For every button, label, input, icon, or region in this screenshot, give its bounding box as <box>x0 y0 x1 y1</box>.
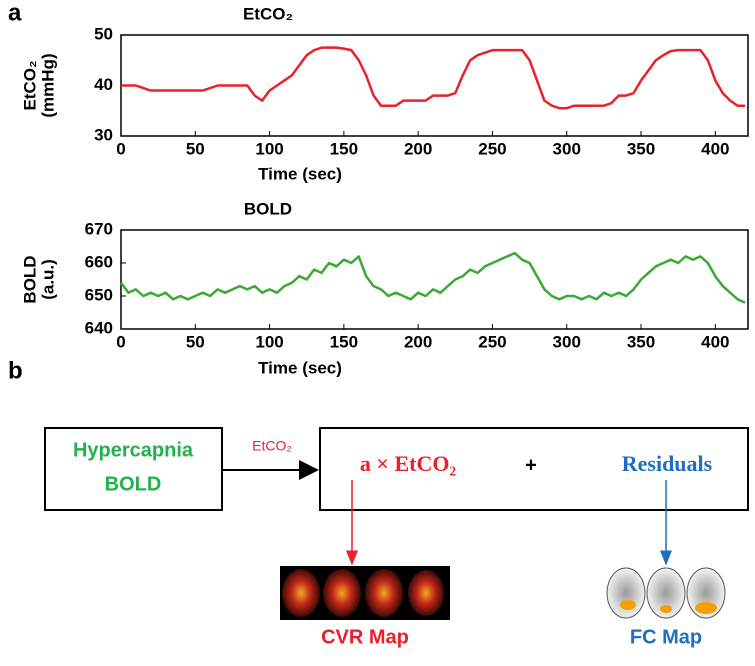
y-axis-label: (a.u.) <box>38 259 57 300</box>
x-tick-label: 0 <box>116 332 125 351</box>
panel-label: a <box>8 0 22 26</box>
x-tick-label: 0 <box>116 139 125 158</box>
chart-title: BOLD <box>244 199 292 218</box>
map-label: FC Map <box>630 626 702 648</box>
x-tick-label: 400 <box>701 332 729 351</box>
input-label: BOLD <box>105 473 162 495</box>
plot-frame <box>120 229 749 330</box>
y-axis-label: EtCO₂ <box>20 60 39 110</box>
data-line <box>121 46 746 110</box>
cvr-map <box>280 566 450 620</box>
y-tick-label: 660 <box>85 252 113 271</box>
input-label: Hypercapnia <box>73 439 194 461</box>
map-label: CVR Map <box>321 626 409 648</box>
plus: + <box>525 454 537 476</box>
x-tick-label: 400 <box>701 139 729 158</box>
x-tick-label: 100 <box>255 332 283 351</box>
x-tick-label: 350 <box>627 332 655 351</box>
x-tick-label: 300 <box>553 332 581 351</box>
y-tick-label: 670 <box>85 219 113 238</box>
x-tick-label: 250 <box>478 332 506 351</box>
chart-title: EtCO₂ <box>243 4 293 23</box>
term: a × EtCO₂ <box>360 451 457 476</box>
x-tick-label: 200 <box>404 139 432 158</box>
diagram: Hypercapnia BOLD EtCO₂ a × EtCO₂ + Resid… <box>44 427 749 648</box>
y-tick-label: 40 <box>94 75 113 94</box>
y-tick-label: 650 <box>85 285 113 304</box>
x-axis-label: Time (sec) <box>258 358 342 377</box>
y-tick-label: 640 <box>85 318 113 337</box>
x-tick-label: 50 <box>186 332 205 351</box>
y-axis-label: BOLD <box>20 255 39 303</box>
x-tick-label: 200 <box>404 332 432 351</box>
x-tick-label: 250 <box>478 139 506 158</box>
x-tick-label: 100 <box>255 139 283 158</box>
arrow-label: EtCO₂ <box>252 438 292 454</box>
x-tick-label: 350 <box>627 139 655 158</box>
x-tick-label: 50 <box>186 139 205 158</box>
y-axis-label: (mmHg) <box>38 53 57 117</box>
x-tick-label: 150 <box>330 332 358 351</box>
data-line <box>120 251 746 304</box>
panel-label: b <box>8 357 23 384</box>
fc-map <box>605 566 728 620</box>
term: Residuals <box>622 451 713 476</box>
x-axis-label: Time (sec) <box>258 164 342 183</box>
y-tick-label: 30 <box>94 125 113 144</box>
model-box <box>319 427 749 511</box>
y-tick-label: 50 <box>94 24 113 43</box>
x-tick-label: 150 <box>330 139 358 158</box>
x-tick-label: 300 <box>553 139 581 158</box>
